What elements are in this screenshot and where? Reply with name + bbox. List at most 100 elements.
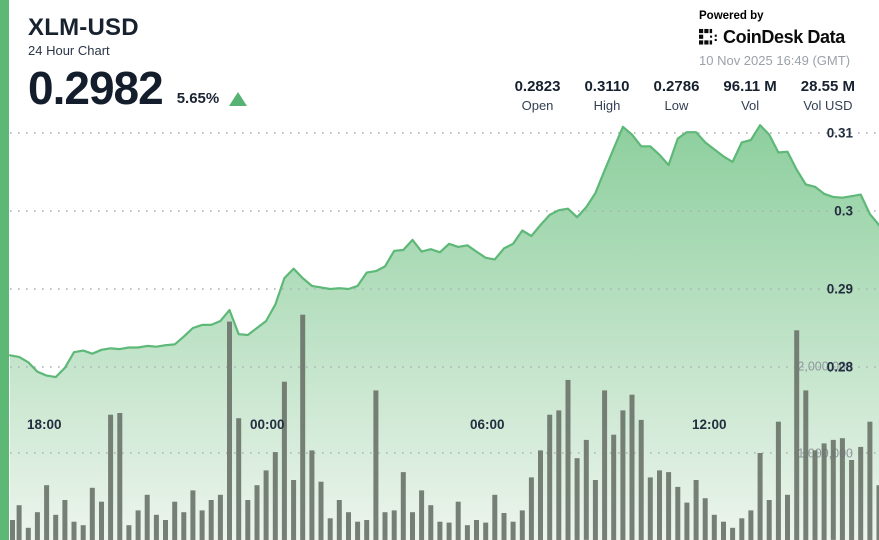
volume-bar	[99, 501, 104, 540]
stat-value: 96.11 M	[723, 78, 777, 95]
volume-bar	[748, 510, 754, 540]
time-axis-label: 18:00	[27, 417, 62, 432]
price-line	[8, 124, 879, 379]
stat-value: 28.55 M	[800, 78, 855, 95]
volume-bar	[355, 521, 361, 540]
stat-high: 0.3110 High	[584, 78, 629, 113]
volume-bar	[245, 500, 251, 540]
volume-bar	[766, 500, 772, 540]
volume-bar	[227, 321, 232, 540]
volume-bar	[163, 520, 168, 540]
powered-by-label: Powered by	[699, 10, 764, 22]
volume-bar	[318, 481, 324, 540]
volume-bar	[135, 510, 141, 540]
stat-label: Vol	[741, 98, 760, 113]
stat-vol-usd: 28.55 M Vol USD	[801, 78, 855, 113]
volume-bar	[455, 501, 461, 540]
volume-bar	[574, 458, 580, 540]
volume-bar	[391, 510, 397, 540]
volume-bar	[528, 477, 534, 540]
volume-bar	[217, 494, 223, 540]
volume-bar	[858, 446, 864, 540]
volume-bar	[785, 494, 790, 540]
volume-bar	[263, 470, 269, 540]
volume-bar	[336, 500, 342, 540]
volume-bar	[80, 525, 86, 540]
volume-bar	[382, 512, 388, 540]
volume-bar	[419, 490, 425, 540]
volume-bar	[346, 512, 351, 540]
volume-bar	[657, 470, 662, 540]
volume-bar	[254, 485, 260, 540]
timestamp: 10 Nov 2025 16:49 (GMT)	[699, 53, 851, 68]
stat-low: 0.2786 Low	[654, 78, 700, 113]
symbol-title: XLM-USD	[28, 14, 139, 41]
volume-bar	[181, 512, 187, 540]
volume-bar	[684, 502, 690, 540]
price-change-percent: 5.65%	[176, 89, 220, 107]
volume-bar	[474, 520, 479, 540]
volume-bar	[272, 452, 278, 540]
volume-bar	[153, 514, 159, 540]
volume-bar	[62, 500, 68, 540]
volume-bar	[10, 520, 15, 540]
volume-bar	[666, 472, 672, 540]
volume-bar	[538, 450, 543, 540]
volume-bar	[556, 410, 562, 540]
volume-bar	[373, 390, 379, 540]
volume-bar	[739, 518, 745, 540]
volume-bar	[803, 390, 809, 540]
volume-bar	[602, 390, 608, 540]
stat-label: Low	[664, 98, 689, 113]
volume-bar	[309, 450, 315, 540]
stats-row: 0.2823 Open 0.3110 High 0.2786 Low 96.11 M Vol 2…	[515, 78, 855, 113]
volume-bar	[89, 487, 95, 540]
volume-bar	[775, 421, 781, 540]
volume-bar	[711, 514, 717, 540]
volume-bar	[812, 450, 818, 540]
volume-bar	[199, 510, 205, 540]
volume-bar	[519, 510, 525, 540]
volume-bar	[16, 505, 22, 540]
volume-bar	[236, 418, 242, 540]
volume-bar	[647, 477, 653, 540]
price-axis-label: 0.29	[827, 282, 853, 297]
price-area	[10, 125, 879, 540]
volume-bar	[492, 494, 498, 540]
volume-bar	[638, 419, 644, 540]
volume-bar	[730, 527, 736, 540]
volume-bar	[44, 485, 50, 540]
volume-bar	[483, 522, 489, 540]
volume-bar	[830, 439, 836, 540]
volume-bar	[281, 381, 287, 540]
time-axis-label: 06:00	[470, 417, 505, 432]
volume-bar	[849, 460, 855, 540]
coindesk-brand-link[interactable]: CoinDesk Data	[699, 27, 850, 48]
volume-bar	[291, 480, 297, 540]
volume-bar	[300, 314, 306, 540]
volume-bar	[108, 414, 114, 540]
volume-bar	[839, 438, 845, 540]
volume-bar	[327, 518, 333, 540]
volume-bar	[208, 500, 214, 540]
volume-bar	[821, 443, 827, 540]
stat-vol: 96.11 M Vol	[723, 78, 776, 113]
up-triangle-icon	[229, 91, 248, 106]
volume-bar	[34, 512, 40, 540]
stat-label: Open	[521, 98, 554, 113]
volume-bar	[702, 498, 708, 540]
stat-value: 0.3110	[584, 78, 630, 95]
volume-bar	[437, 521, 443, 540]
coindesk-logo-icon	[699, 28, 717, 45]
volume-bar	[620, 410, 626, 540]
accent-bar	[0, 0, 9, 540]
volume-bar	[25, 527, 31, 540]
volume-bar	[172, 501, 178, 540]
price-axis-label: 0.31	[827, 126, 854, 141]
volume-axis-label: 2,000,000	[797, 360, 853, 374]
stat-value: 0.2786	[653, 78, 700, 95]
stat-value: 0.2823	[514, 78, 561, 95]
volume-bar	[757, 453, 763, 540]
